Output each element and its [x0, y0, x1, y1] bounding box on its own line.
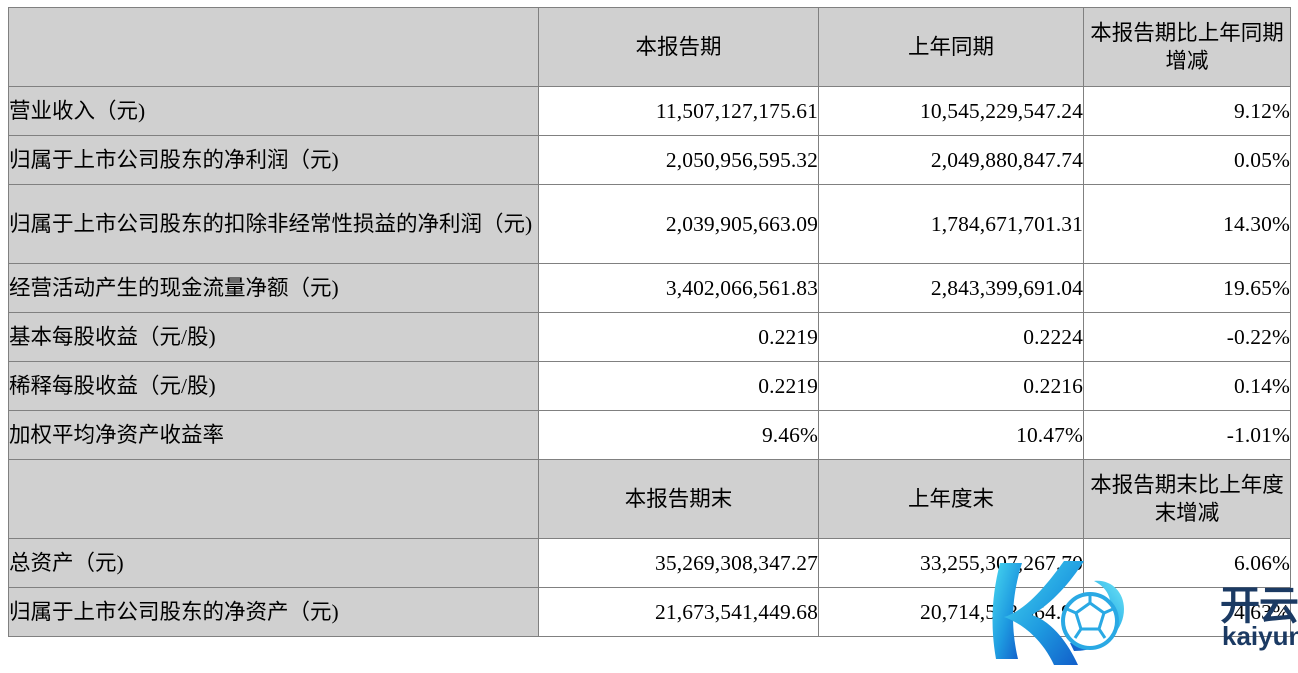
row-prior-value: 1,784,671,701.31 — [818, 184, 1084, 264]
row-label: 经营活动产生的现金流量净额（元) — [8, 263, 539, 313]
row-prior-value: 20,714,588,364.92 — [818, 587, 1084, 637]
table-row: 归属于上市公司股东的净利润（元) 2,050,956,595.32 2,049,… — [8, 135, 1291, 185]
row-label: 营业收入（元) — [8, 86, 539, 136]
row-change-value: 19.65% — [1083, 263, 1291, 313]
row-label: 总资产（元) — [8, 538, 539, 588]
header2-prior-year-end: 上年度末 — [818, 459, 1084, 539]
row-prior-value: 2,049,880,847.74 — [818, 135, 1084, 185]
row-current-value: 11,507,127,175.61 — [538, 86, 819, 136]
row-change-value: -1.01% — [1083, 410, 1291, 460]
row-label: 加权平均净资产收益率 — [8, 410, 539, 460]
table-row: 稀释每股收益（元/股) 0.2219 0.2216 0.14% — [8, 361, 1291, 411]
table-row: 归属于上市公司股东的净资产（元) 21,673,541,449.68 20,71… — [8, 587, 1291, 637]
row-current-value: 2,039,905,663.09 — [538, 184, 819, 264]
row-change-value: 14.30% — [1083, 184, 1291, 264]
row-current-value: 35,269,308,347.27 — [538, 538, 819, 588]
row-change-value: 9.12% — [1083, 86, 1291, 136]
table-row: 加权平均净资产收益率 9.46% 10.47% -1.01% — [8, 410, 1291, 460]
row-current-value: 9.46% — [538, 410, 819, 460]
table-row: 归属于上市公司股东的扣除非经常性损益的净利润（元) 2,039,905,663.… — [8, 184, 1291, 264]
row-change-value: 0.14% — [1083, 361, 1291, 411]
row-change-value: -0.22% — [1083, 312, 1291, 362]
table-row: 基本每股收益（元/股) 0.2219 0.2224 -0.22% — [8, 312, 1291, 362]
table-header-row-balance: 本报告期末 上年度末 本报告期末比上年度末增减 — [8, 459, 1291, 539]
row-label: 归属于上市公司股东的净利润（元) — [8, 135, 539, 185]
row-current-value: 2,050,956,595.32 — [538, 135, 819, 185]
row-current-value: 3,402,066,561.83 — [538, 263, 819, 313]
row-change-value: 4.63% — [1083, 587, 1291, 637]
row-current-value: 0.2219 — [538, 312, 819, 362]
row-label: 稀释每股收益（元/股) — [8, 361, 539, 411]
table-body: 本报告期 上年同期 本报告期比上年同期增减 营业收入（元) 11,507,127… — [8, 7, 1291, 637]
header-current-period: 本报告期 — [538, 7, 819, 87]
header2-current-period-end: 本报告期末 — [538, 459, 819, 539]
row-current-value: 0.2219 — [538, 361, 819, 411]
row-prior-value: 33,255,307,267.70 — [818, 538, 1084, 588]
header-blank-cell — [8, 7, 539, 87]
header2-blank-cell — [8, 459, 539, 539]
header-period-change: 本报告期比上年同期增减 — [1083, 7, 1291, 87]
row-prior-value: 2,843,399,691.04 — [818, 263, 1084, 313]
row-change-value: 0.05% — [1083, 135, 1291, 185]
document-page: 本报告期 上年同期 本报告期比上年同期增减 营业收入（元) 11,507,127… — [0, 7, 1298, 673]
financial-summary-table: 本报告期 上年同期 本报告期比上年同期增减 营业收入（元) 11,507,127… — [8, 7, 1291, 637]
row-label: 归属于上市公司股东的净资产（元) — [8, 587, 539, 637]
row-prior-value: 0.2224 — [818, 312, 1084, 362]
row-prior-value: 0.2216 — [818, 361, 1084, 411]
row-prior-value: 10.47% — [818, 410, 1084, 460]
row-current-value: 21,673,541,449.68 — [538, 587, 819, 637]
row-prior-value: 10,545,229,547.24 — [818, 86, 1084, 136]
header2-period-change: 本报告期末比上年度末增减 — [1083, 459, 1291, 539]
table-header-row-period: 本报告期 上年同期 本报告期比上年同期增减 — [8, 7, 1291, 87]
table-row: 总资产（元) 35,269,308,347.27 33,255,307,267.… — [8, 538, 1291, 588]
header-prior-period: 上年同期 — [818, 7, 1084, 87]
row-label: 归属于上市公司股东的扣除非经常性损益的净利润（元) — [8, 184, 539, 264]
table-row: 经营活动产生的现金流量净额（元) 3,402,066,561.83 2,843,… — [8, 263, 1291, 313]
row-change-value: 6.06% — [1083, 538, 1291, 588]
table-row: 营业收入（元) 11,507,127,175.61 10,545,229,547… — [8, 86, 1291, 136]
row-label: 基本每股收益（元/股) — [8, 312, 539, 362]
